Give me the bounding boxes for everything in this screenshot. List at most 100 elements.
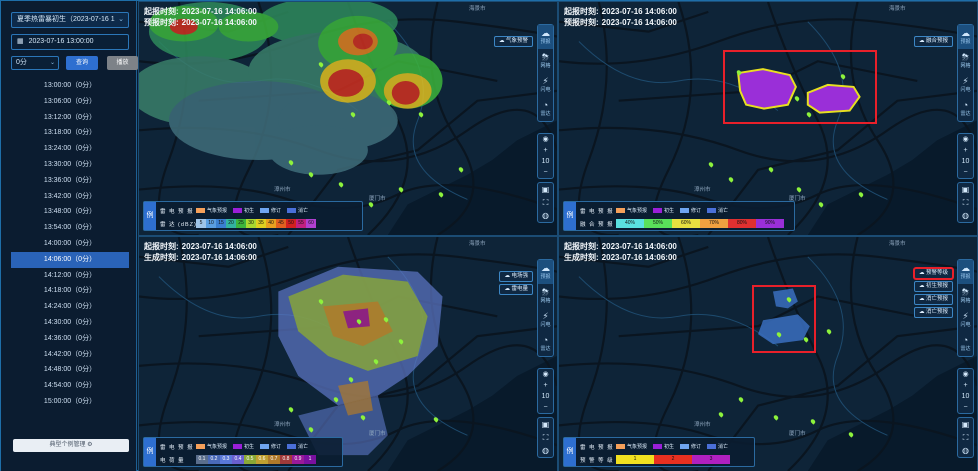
layer-toggle-button[interactable]: ☁ 预警等级 [913, 268, 953, 279]
query-button[interactable]: 查询 [66, 56, 98, 70]
toolbar-item-radar[interactable]: ◔ 雷达 [538, 332, 553, 356]
map-canvas[interactable] [559, 2, 977, 235]
layer-toggle-button[interactable]: ☁ 初生预报 [913, 281, 953, 292]
legend-swatch [287, 208, 297, 213]
toolbar-item-radar[interactable]: ◔ 雷达 [958, 332, 973, 356]
fullscreen-icon[interactable]: ⛶ [962, 198, 969, 207]
map-canvas[interactable] [559, 237, 977, 471]
screenshot-icon[interactable]: ▣ [541, 185, 550, 194]
lightning-icon: ⚡ [542, 311, 549, 321]
time-list-item[interactable]: 14:48:00（0分） [43, 366, 97, 374]
play-button[interactable]: 播放 [107, 56, 138, 70]
time-list-item[interactable]: 14:06:00（0分） [11, 251, 129, 268]
time-list-item[interactable]: 13:06:00（0分） [43, 97, 97, 105]
fusion-panel[interactable]: 漳州市 厦门市 海景市 起报时刻: 2023-07-16 14:06:00 预报时刻: 20… [558, 1, 978, 236]
map-legend: 例雷 电 预 报 气象预报 初生 修订 消亡融 合 预 报 40% 50% 60% 70% 80%… [563, 201, 795, 231]
toolbar-item-cloud[interactable]: ☁ 预报 [958, 260, 973, 284]
radar-panel[interactable]: 漳州市 厦门市 海景市 起报时刻: 2023-07-16 14:06:00 预报时刻: 20… [138, 1, 558, 236]
toolbar-item-storm[interactable]: ⛈ 网格 [538, 284, 553, 308]
toolbar-item-lightning[interactable]: ⚡ 闪电 [958, 73, 973, 97]
zoom-out-button[interactable]: − [963, 169, 968, 176]
toolbar-item-label: 预报 [540, 274, 551, 280]
layer-toggle-label: 电场强 [511, 273, 528, 279]
time-list-item[interactable]: 14:18:00（0分） [43, 287, 97, 295]
toolbar-item-storm[interactable]: ⛈ 网格 [958, 49, 973, 73]
time-list-item[interactable]: 13:24:00（0分） [43, 145, 97, 153]
time-list-item[interactable]: 14:00:00（0分） [43, 239, 97, 247]
time-list-item[interactable]: 13:54:00（0分） [43, 224, 97, 232]
layer-toggle-button[interactable]: ☁ 消亡预报 [913, 307, 953, 318]
fullscreen-icon[interactable]: ⛶ [542, 433, 549, 442]
toolbar-item-lightning[interactable]: ⚡ 闪电 [538, 308, 553, 332]
map-canvas[interactable] [139, 2, 557, 235]
toolbar-item-label: 预报 [960, 39, 971, 45]
offset-select[interactable]: 0分 ⌄ [11, 56, 59, 70]
toolbar-item-radar[interactable]: ◔ 雷达 [538, 97, 553, 121]
layer-toggle-button[interactable]: ☁ 电场强 [499, 271, 533, 282]
time-list-item[interactable]: 14:30:00（0分） [43, 318, 97, 326]
globe-icon[interactable]: ◍ [542, 211, 549, 220]
date-input[interactable]: ▦ 2023-07-16 13:00:00 [11, 34, 129, 50]
time-list-item[interactable]: 13:00:00（0分） [43, 82, 97, 89]
case-manage-button[interactable]: 典型个例管理 ⚙ [13, 439, 129, 452]
fullscreen-icon[interactable]: ⛶ [962, 433, 969, 442]
screenshot-icon[interactable]: ▣ [961, 420, 970, 429]
eye-icon[interactable]: ◉ [542, 136, 549, 143]
time-list-item[interactable]: 13:18:00（0分） [43, 129, 97, 137]
time-list-item[interactable]: 14:12:00（0分） [43, 271, 97, 279]
city-label: 厦门市 [369, 431, 386, 437]
time-list-item[interactable]: 13:12:00（0分） [43, 113, 97, 121]
toolbar-item-cloud[interactable]: ☁ 预报 [958, 25, 973, 49]
city-label: 海景市 [469, 241, 486, 247]
time-list-item[interactable]: 14:54:00（0分） [43, 382, 97, 390]
toolbar-item-cloud[interactable]: ☁ 预报 [538, 25, 553, 49]
zoom-in-button[interactable]: + [963, 147, 968, 154]
time-list-item[interactable]: 14:42:00（0分） [43, 350, 97, 358]
screenshot-icon[interactable]: ▣ [541, 420, 550, 429]
warning-panel[interactable]: 漳州市 厦门市 海景市 起报时刻: 2023-07-16 14:06:00 生成时刻: 20… [558, 236, 978, 471]
time-list-item[interactable]: 13:48:00（0分） [43, 208, 97, 216]
time-list-item[interactable]: 13:36:00（0分） [43, 176, 97, 184]
control-row: 0分 ⌄ 查询 播放 [11, 56, 138, 70]
legend-scale-cell: 0.2 [208, 455, 220, 464]
zoom-in-button[interactable]: + [963, 382, 968, 389]
legend-row-scale: 电 荷 量 0.1 0.2 0.3 0.4 0.5 0.6 0.7 0.8 0.9 1 [160, 453, 316, 466]
toolbar-item-label: 雷达 [960, 111, 971, 117]
time-list-item[interactable]: 15:00:00（0分） [43, 397, 97, 405]
charge-panel[interactable]: 漳州市 厦门市 海景市 起报时刻: 2023-07-16 14:06:00 生成时刻: 20… [138, 236, 558, 471]
road-line [233, 237, 279, 471]
zoom-out-button[interactable]: − [543, 404, 548, 411]
map-canvas[interactable] [139, 237, 557, 471]
toolbar-item-storm[interactable]: ⛈ 网格 [958, 284, 973, 308]
layer-toggle-button[interactable]: ☁ 融合预报 [913, 36, 953, 47]
layer-toggle-button[interactable]: ☁ 雷电量 [499, 284, 533, 295]
toolbar-item-label: 闪电 [960, 322, 971, 328]
legend-scale-cell: 50% [644, 219, 672, 228]
fullscreen-icon[interactable]: ⛶ [542, 198, 549, 207]
zoom-in-button[interactable]: + [543, 382, 548, 389]
layer-toggle-button[interactable]: ☁ 消亡预报 [913, 294, 953, 305]
eye-icon[interactable]: ◉ [962, 136, 969, 143]
road-line [559, 108, 977, 163]
eye-icon[interactable]: ◉ [542, 371, 549, 378]
case-type-select[interactable]: 夏季热雷暴初生（2023-07-16 1 ⌄ [11, 12, 129, 28]
globe-icon[interactable]: ◍ [962, 446, 969, 455]
eye-icon[interactable]: ◉ [962, 371, 969, 378]
toolbar-item-lightning[interactable]: ⚡ 闪电 [958, 308, 973, 332]
globe-icon[interactable]: ◍ [542, 446, 549, 455]
time-list-item[interactable]: 13:42:00（0分） [43, 192, 97, 200]
toolbar-item-storm[interactable]: ⛈ 网格 [538, 49, 553, 73]
time-list-item[interactable]: 13:30:00（0分） [43, 160, 97, 168]
globe-icon[interactable]: ◍ [962, 211, 969, 220]
toolbar-item-lightning[interactable]: ⚡ 闪电 [538, 73, 553, 97]
screenshot-icon[interactable]: ▣ [961, 185, 970, 194]
layer-toggle-button[interactable]: ☁ 气象预警 [493, 36, 533, 47]
time-list-item[interactable]: 14:36:00（0分） [43, 334, 97, 342]
zoom-out-button[interactable]: − [963, 404, 968, 411]
toolbar-item-radar[interactable]: ◔ 雷达 [958, 97, 973, 121]
time-list-item[interactable]: 14:24:00（0分） [43, 303, 97, 311]
road-line [139, 253, 557, 301]
zoom-in-button[interactable]: + [543, 147, 548, 154]
zoom-out-button[interactable]: − [543, 169, 548, 176]
toolbar-item-cloud[interactable]: ☁ 预报 [538, 260, 553, 284]
